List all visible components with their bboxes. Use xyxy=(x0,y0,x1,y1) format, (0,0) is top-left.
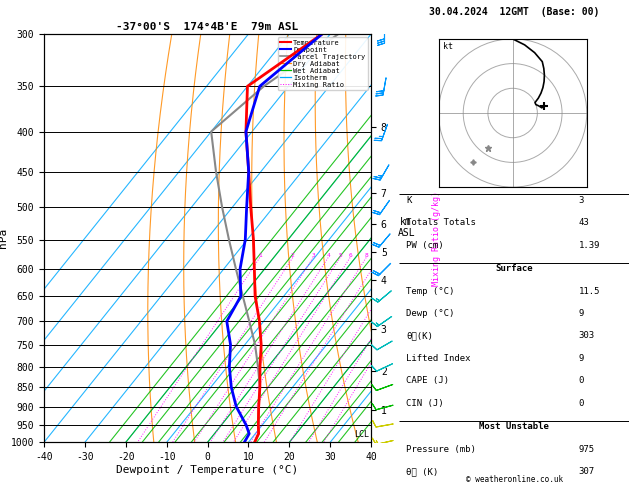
Text: 0: 0 xyxy=(579,376,584,385)
Text: 1: 1 xyxy=(258,253,262,258)
Text: 6: 6 xyxy=(348,253,352,258)
Text: 303: 303 xyxy=(579,331,594,341)
Y-axis label: km
ASL: km ASL xyxy=(398,217,415,238)
Text: Dewp (°C): Dewp (°C) xyxy=(406,309,455,318)
Text: 11.5: 11.5 xyxy=(579,287,600,296)
Text: θᴇ (K): θᴇ (K) xyxy=(406,467,438,476)
Text: CIN (J): CIN (J) xyxy=(406,399,444,408)
Text: 4: 4 xyxy=(326,253,330,258)
Text: K: K xyxy=(406,196,411,205)
Text: PW (cm): PW (cm) xyxy=(406,241,444,250)
Legend: Temperature, Dewpoint, Parcel Trajectory, Dry Adiabat, Wet Adiabat, Isotherm, Mi: Temperature, Dewpoint, Parcel Trajectory… xyxy=(278,37,367,90)
Text: 3: 3 xyxy=(579,196,584,205)
Text: © weatheronline.co.uk: © weatheronline.co.uk xyxy=(465,474,563,484)
Text: Lifted Index: Lifted Index xyxy=(406,354,470,363)
Text: 9: 9 xyxy=(579,309,584,318)
Text: Surface: Surface xyxy=(496,264,533,274)
Text: θᴇ(K): θᴇ(K) xyxy=(406,331,433,341)
Y-axis label: hPa: hPa xyxy=(0,228,8,248)
Text: 307: 307 xyxy=(579,467,594,476)
Text: 2: 2 xyxy=(291,253,294,258)
Text: 0: 0 xyxy=(579,399,584,408)
Text: Temp (°C): Temp (°C) xyxy=(406,287,455,296)
Text: 43: 43 xyxy=(579,218,589,227)
Text: LCL: LCL xyxy=(354,430,369,439)
Text: kt: kt xyxy=(443,42,454,51)
Text: Most Unstable: Most Unstable xyxy=(479,422,549,432)
Text: 9: 9 xyxy=(579,354,584,363)
Text: Pressure (mb): Pressure (mb) xyxy=(406,445,476,454)
Text: 3: 3 xyxy=(311,253,315,258)
Text: Totals Totals: Totals Totals xyxy=(406,218,476,227)
Text: 8: 8 xyxy=(364,253,368,258)
Text: 30.04.2024  12GMT  (Base: 00): 30.04.2024 12GMT (Base: 00) xyxy=(429,7,599,17)
Text: Mixing Ratio (g/kg): Mixing Ratio (g/kg) xyxy=(432,191,441,286)
Text: 5: 5 xyxy=(338,253,342,258)
Text: CAPE (J): CAPE (J) xyxy=(406,376,449,385)
X-axis label: Dewpoint / Temperature (°C): Dewpoint / Temperature (°C) xyxy=(116,465,299,475)
Title: -37°00'S  174°4B'E  79m ASL: -37°00'S 174°4B'E 79m ASL xyxy=(116,22,299,32)
Text: 975: 975 xyxy=(579,445,594,454)
Text: 1.39: 1.39 xyxy=(579,241,600,250)
